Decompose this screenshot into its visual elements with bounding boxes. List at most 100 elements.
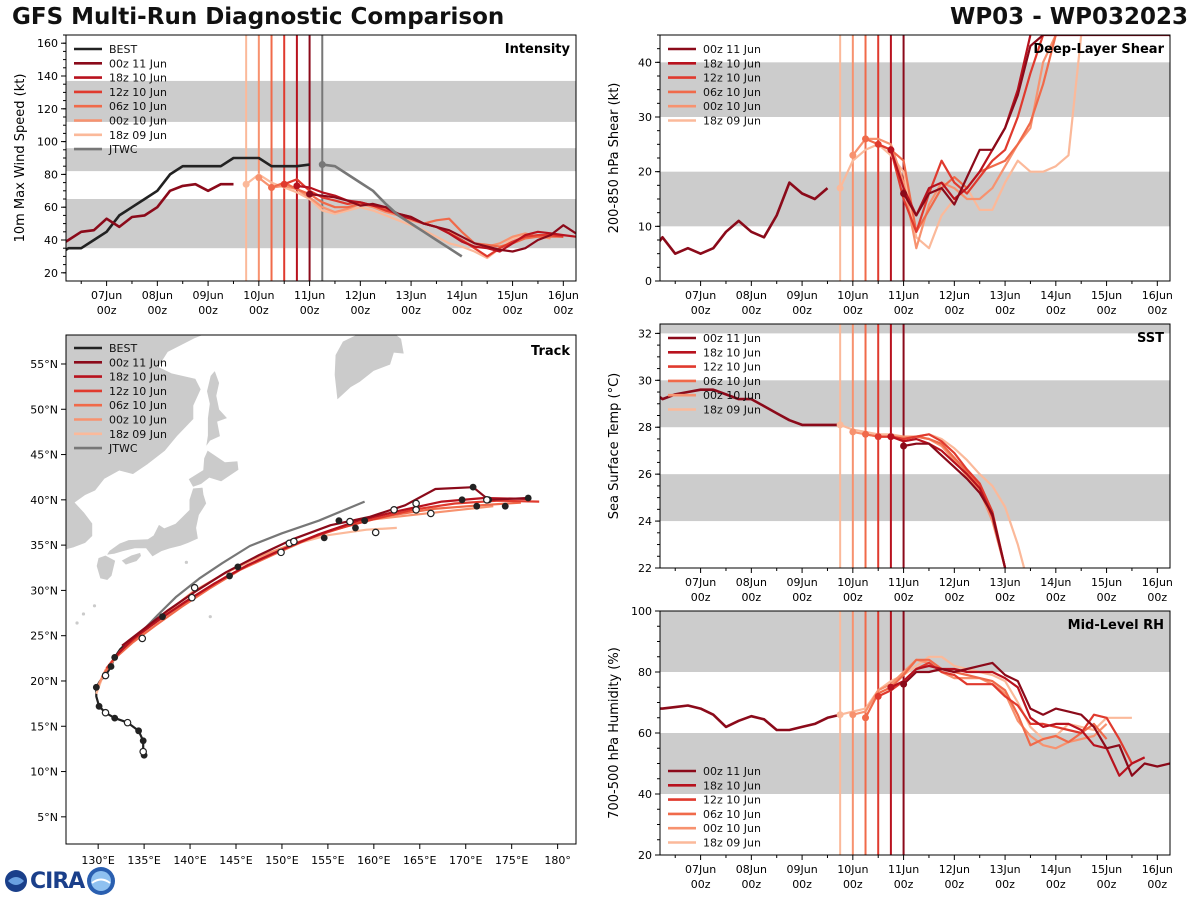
small-island-land	[92, 604, 97, 608]
shear-series-00z-11-jun-analysis	[660, 181, 829, 255]
shear-xtick-label-hour: 00z	[792, 304, 812, 317]
shear-xtick-label-day: 09Jun	[786, 289, 817, 302]
legend-label-18z-09-jun: 18z 09 Jun	[703, 115, 761, 128]
intensity-ytick-label: 20	[44, 267, 58, 280]
track-ytick-label: 25°N	[30, 630, 58, 643]
intensity-xtick-label-day: 10Jun	[243, 289, 274, 302]
sst-init-point-00z-10-jun	[849, 428, 857, 436]
track-panel: 130°E 135°E 140°E 145°E 150°E 155°E 160°E 165°E…	[30, 334, 577, 867]
sst-panel-title: SST	[1137, 331, 1164, 346]
track-marker-filled	[234, 563, 242, 571]
intensity-series-jtwc	[322, 163, 463, 258]
sakhalin-land	[205, 369, 229, 448]
sst-init-point-18z-10-jun	[887, 433, 895, 441]
track-line-18z-09-jun	[95, 526, 397, 695]
legend-label-jtwc: JTWC	[108, 442, 138, 455]
sst-ytick-label: 30	[638, 374, 652, 387]
satellite-seal-icon	[87, 867, 116, 895]
intensity-ylabel: 10m Max Wind Speed (kt)	[13, 74, 28, 243]
track-marker-open	[139, 747, 147, 756]
track-ytick-label: 40°N	[30, 494, 58, 507]
track-marker-open	[123, 718, 132, 727]
track-marker-open	[188, 593, 196, 602]
intensity-xtick-label-hour: 00z	[401, 304, 421, 317]
sst-panel: 22 24 26 28 30 32 07Jun 00z 08Jun 00z 09Jun 00z 10Ju…	[607, 323, 1173, 604]
shear-xtick-label-hour: 00z	[691, 304, 711, 317]
shear-xtick-label-hour: 00z	[995, 304, 1015, 317]
sst-series-00z-11-jun	[903, 442, 1007, 568]
rh-xtick-label-hour: 00z	[894, 878, 914, 891]
intensity-init-point-18z-09-jun	[242, 180, 250, 188]
track-marker-open	[277, 548, 285, 557]
legend-label-12z-10-jun: 12z 10 Jun	[109, 385, 167, 398]
shear-ylabel: 200-850 hPa Shear (kt)	[607, 83, 622, 234]
track-xtick-label: 180°	[544, 854, 571, 867]
rh-xtick-label-day: 13Jun	[989, 863, 1020, 876]
rh-series-00z-11-jun	[902, 661, 1170, 777]
track-xtick-label: 170°E	[449, 854, 482, 867]
track-marker-filled	[111, 714, 119, 722]
rh-xtick-label-hour: 00z	[1147, 878, 1167, 891]
intensity-xtick-label-day: 13Jun	[395, 289, 426, 302]
sst-xtick-label-hour: 00z	[1147, 591, 1167, 604]
shear-series-12z-10-jun	[877, 35, 1045, 233]
shear-xtick-label-day: 15Jun	[1091, 289, 1122, 302]
sst-xtick-label-hour: 00z	[1097, 591, 1117, 604]
legend-label-18z-10-jun: 18z 10 Jun	[703, 779, 761, 792]
intensity-xtick-label-day: 15Jun	[497, 289, 528, 302]
shear-xtick-label-day: 10Jun	[837, 289, 868, 302]
legend-label-06z-10-jun: 06z 10 Jun	[703, 86, 761, 99]
rh-xtick-label-day: 08Jun	[736, 863, 767, 876]
sst-ytick-label: 26	[638, 468, 652, 481]
track-marker-open	[412, 505, 420, 514]
rh-ylabel: 700-500 hPa Humidity (%)	[607, 647, 622, 819]
sst-init-point-06z-10-jun	[862, 430, 870, 438]
shear-xtick-label-day: 16Jun	[1142, 289, 1173, 302]
rh-xtick-label-day: 16Jun	[1142, 863, 1173, 876]
shear-xtick-label-hour: 00z	[944, 304, 964, 317]
rh-xtick-label-day: 10Jun	[837, 863, 868, 876]
intensity-init-point-06z-10-jun	[268, 184, 276, 192]
legend-label-18z-10-jun: 18z 10 Jun	[703, 57, 761, 70]
legend-label-00z-10-jun: 00z 10 Jun	[109, 414, 167, 427]
sst-band-1	[660, 380, 1170, 428]
legend-label-18z-10-jun: 18z 10 Jun	[109, 72, 167, 85]
shear-panel-title: Deep-Layer Shear	[1033, 42, 1164, 57]
legend-label-18z-09-jun: 18z 09 Jun	[109, 129, 167, 142]
rh-ytick-label: 80	[638, 666, 652, 679]
rh-xtick-label-hour: 00z	[1097, 878, 1117, 891]
intensity-xtick-label-hour: 00z	[350, 304, 370, 317]
shear-band-1	[660, 62, 1170, 117]
legend-label-12z-10-jun: 12z 10 Jun	[703, 361, 761, 374]
track-marker-filled	[226, 572, 233, 580]
shear-init-point-18z-10-jun	[887, 146, 895, 154]
sst-xtick-label-hour: 00z	[944, 591, 964, 604]
rh-series-18z-09-jun	[839, 655, 1132, 741]
track-marker-open	[371, 528, 380, 537]
rh-init-point-18z-09-jun	[836, 711, 844, 719]
track-ytick-label: 10°N	[30, 766, 58, 779]
rh-panel: 20 40 60 80 100 07Jun 00z 08Jun 00z 09Jun 00z 10Jun…	[607, 605, 1173, 891]
track-marker-filled	[95, 702, 103, 710]
shear-xtick-label-day: 13Jun	[989, 289, 1020, 302]
rh-xtick-label-day: 15Jun	[1091, 863, 1122, 876]
track-line-18z-10-jun	[113, 496, 526, 659]
intensity-xtick-label-hour: 00z	[452, 304, 472, 317]
rh-xtick-label-day: 12Jun	[939, 863, 970, 876]
rh-xtick-label-hour: 00z	[995, 878, 1015, 891]
sst-xtick-label-day: 10Jun	[837, 576, 868, 589]
sst-frame	[659, 323, 1171, 569]
shear-xtick-label-day: 07Jun	[685, 289, 716, 302]
intensity-init-point-jtwc	[318, 161, 326, 169]
sst-xtick-label-day: 16Jun	[1142, 576, 1173, 589]
sst-xtick-label-day: 09Jun	[786, 576, 817, 589]
rh-init-point-00z-10-jun	[849, 711, 857, 719]
sst-ytick-label: 24	[638, 515, 652, 528]
shear-xtick-label-day: 14Jun	[1040, 289, 1071, 302]
rh-series-00z-11-jun-analysis	[660, 704, 841, 732]
sst-xtick-label-hour: 00z	[843, 591, 863, 604]
track-marker-filled	[352, 524, 359, 532]
track-marker-open	[190, 583, 199, 592]
rh-xtick-label-hour: 00z	[944, 878, 964, 891]
shear-init-point-06z-10-jun	[862, 135, 870, 143]
